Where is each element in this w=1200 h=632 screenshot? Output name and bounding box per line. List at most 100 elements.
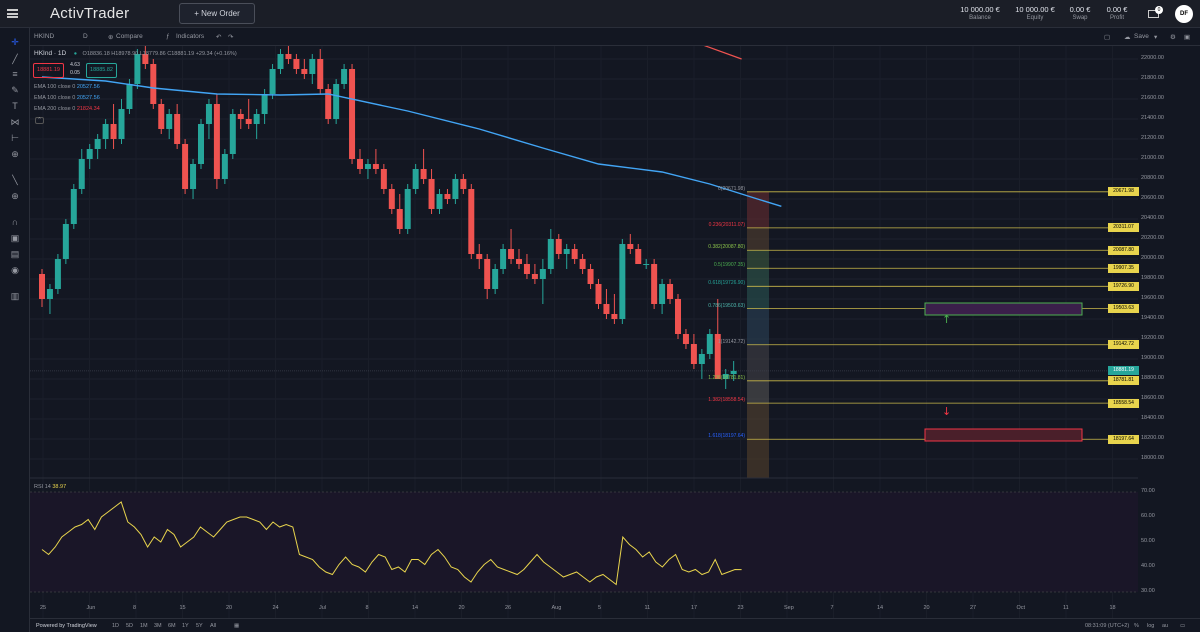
rsi-axis-label: 30.00 (1141, 588, 1155, 594)
price-axis-label: 21200.00 (1141, 135, 1164, 141)
fib-zone (747, 439, 769, 478)
measure-icon[interactable]: ⊕ (11, 149, 19, 159)
price-axis-label: 20800.00 (1141, 175, 1164, 181)
pattern-icon[interactable]: ⋈ (10, 117, 20, 127)
ema-value: 20527.56 (76, 95, 100, 101)
candle-body (309, 59, 316, 74)
trend-line-icon[interactable]: ╱ (12, 54, 18, 64)
app-logo: ActivTrader (50, 5, 130, 22)
candle-body (484, 259, 491, 289)
buy-price-button[interactable]: 18885.82 (86, 63, 117, 78)
buy-target-box (924, 302, 1083, 316)
time-axis-label: 18 (1109, 605, 1116, 611)
fullscreen-icon[interactable]: ▢ (1104, 34, 1111, 41)
price-tag: 19726.90 (1108, 281, 1139, 291)
candle-body (253, 114, 260, 124)
candle-body (126, 84, 133, 109)
price-tag: 19142.72 (1108, 340, 1139, 350)
indicators-icon: ƒ (166, 33, 170, 40)
user-avatar[interactable]: DF (1175, 5, 1193, 23)
messages-icon[interactable] (1148, 10, 1159, 18)
time-axis-label: Sep (784, 605, 794, 611)
interval-button[interactable]: D (83, 33, 88, 40)
swap-label: Swap (1072, 15, 1088, 21)
sell-price-button[interactable]: 18881.19 (33, 63, 64, 78)
candle-body (492, 269, 499, 289)
text-tool-icon[interactable]: T (12, 101, 18, 111)
ema-label: EMA 200 close 0 (34, 106, 76, 112)
undo-icon[interactable]: ↶ (216, 34, 222, 41)
symbol-legend: HKInd · 1D ● O18836.18 H18978.90 L18779.… (34, 50, 237, 58)
time-axis-label: 25 (40, 605, 47, 611)
candle-body (587, 269, 594, 284)
candle-body (523, 264, 530, 274)
fib-zone (747, 344, 769, 381)
lock-drawings-icon[interactable]: ▤ (10, 249, 20, 259)
candle-body (357, 159, 363, 169)
expand-icon[interactable]: ▭ (1180, 623, 1186, 629)
clock-time[interactable]: 08:31:09 (UTC+2) (1085, 623, 1130, 629)
magnet-icon[interactable]: ∩ (11, 217, 19, 227)
rsi-label: RSI 14 (34, 484, 51, 490)
candle-body (221, 154, 228, 179)
range-1y[interactable]: 1Y (182, 623, 189, 629)
dropdown-chevron-icon[interactable]: ▾ (1154, 34, 1158, 41)
redo-icon[interactable]: ↷ (228, 34, 234, 41)
symbol-name: HKInd · 1D (34, 50, 67, 57)
drawing-toolbar: ✛ ╱ ≡ ✎ T ⋈ ⊢ ⊕ ╲ ⊕ ∩ ▣ ▤ ◉ ▥ (0, 28, 30, 632)
range-6m[interactable]: 6M (168, 623, 176, 629)
zoom-in-icon[interactable]: ⊕ (11, 191, 19, 201)
time-axis-label: 8 (133, 605, 137, 611)
time-axis-label: Aug (551, 605, 562, 611)
eye-icon[interactable]: ◉ (11, 265, 19, 275)
range-1d[interactable]: 1D (112, 623, 120, 629)
candle-body (380, 169, 387, 189)
trash-icon[interactable]: ▥ (10, 291, 20, 301)
candle-body (659, 284, 666, 304)
range-5y[interactable]: 5Y (196, 623, 203, 629)
candle-body (476, 254, 483, 259)
symbol-search[interactable]: HKIND (34, 33, 55, 40)
settings-icon[interactable]: ⚙ (1170, 34, 1176, 41)
candle-body (46, 289, 53, 299)
price-axis-label: 21000.00 (1141, 155, 1164, 161)
ruler-icon[interactable]: ╲ (12, 175, 18, 185)
save-button[interactable]: Save (1134, 33, 1149, 40)
new-order-button[interactable]: + New Order (179, 3, 255, 24)
hamburger-menu-icon[interactable] (7, 9, 18, 18)
percent-toggle[interactable]: % (1134, 623, 1139, 629)
price-tag: 18881.19 (1108, 366, 1139, 376)
auto-toggle[interactable]: au (1162, 623, 1169, 629)
candle-body (635, 249, 642, 264)
range-all[interactable]: All (210, 623, 217, 629)
crosshair-icon[interactable]: ✛ (11, 37, 19, 47)
candle-body (619, 244, 626, 319)
price-chart[interactable]: ↑↓ (30, 46, 1138, 618)
cloud-icon[interactable]: ☁ (1124, 34, 1131, 41)
horizontal-line-icon[interactable]: ≡ (12, 69, 18, 79)
prediction-icon[interactable]: ⊢ (11, 133, 19, 143)
ema-legend-3: EMA 200 close 0 21824.34 (34, 106, 100, 113)
fib-zone (747, 250, 769, 269)
candle-body (269, 69, 276, 94)
candle-body (444, 194, 451, 199)
camera-icon[interactable]: ▣ (1184, 34, 1191, 41)
lock-icon[interactable]: ▣ (10, 233, 20, 243)
range-3m[interactable]: 3M (154, 623, 162, 629)
profit-display[interactable]: 0.00 € Profit (1102, 5, 1132, 23)
fib-level-label: 1.382(18558.54) (708, 397, 745, 404)
price-axis-label: 18400.00 (1141, 415, 1164, 421)
time-axis-label: 17 (691, 605, 698, 611)
calendar-icon[interactable]: ▦ (234, 623, 240, 629)
candle-body (579, 259, 586, 269)
log-toggle[interactable]: log (1147, 623, 1155, 629)
price-axis-label: 19000.00 (1141, 355, 1164, 361)
legend-collapse-icon[interactable]: ⌃ (35, 117, 44, 124)
brush-icon[interactable]: ✎ (11, 85, 19, 95)
indicators-button[interactable]: Indicators (176, 33, 205, 40)
range-1m[interactable]: 1M (140, 623, 148, 629)
down-arrow-icon: ↓ (942, 405, 951, 418)
range-5d[interactable]: 5D (126, 623, 134, 629)
compare-button[interactable]: Compare (116, 33, 143, 40)
price-axis-label: 21400.00 (1141, 115, 1164, 121)
